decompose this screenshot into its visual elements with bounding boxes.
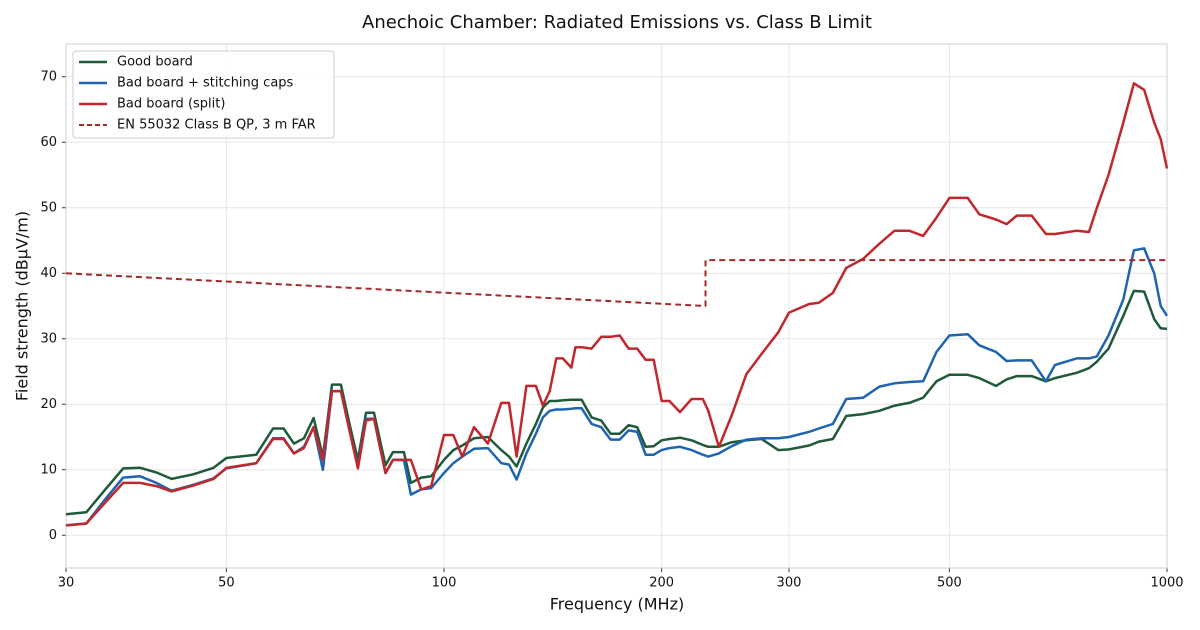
y-axis-label: Field strength (dBµV/m)	[13, 211, 32, 401]
y-tick-label: 20	[40, 397, 57, 412]
y-tick-label: 10	[40, 462, 57, 477]
y-tick-label: 70	[40, 69, 57, 84]
x-tick-label: 30	[58, 576, 75, 591]
x-axis-label: Frequency (MHz)	[550, 595, 684, 614]
series-line	[65, 82, 1169, 527]
x-tick-label: 200	[649, 576, 674, 591]
y-tick-label: 0	[49, 528, 57, 543]
y-tick-label: 30	[40, 331, 57, 346]
x-tick-label: 50	[218, 576, 235, 591]
legend-box	[72, 50, 335, 139]
series-line	[65, 247, 1169, 527]
legend-label: Good board	[117, 55, 193, 70]
chart-title: Anechoic Chamber: Radiated Emissions vs.…	[362, 12, 872, 33]
y-tick-label: 60	[40, 135, 57, 150]
legend-label: Bad board (split)	[117, 97, 225, 112]
legend-label: EN 55032 Class B QP, 3 m FAR	[117, 118, 316, 133]
series-line	[65, 289, 1168, 516]
series-line	[65, 259, 1167, 307]
x-tick-label: 1000	[1150, 576, 1183, 591]
y-tick-label: 50	[40, 200, 57, 215]
legend: Good board Bad board + stitching caps Bad …	[72, 50, 335, 139]
x-tick-label: 500	[937, 576, 962, 591]
y-tick-label: 40	[40, 266, 57, 281]
x-tick-label: 300	[777, 576, 802, 591]
x-tick-label: 100	[432, 576, 457, 591]
legend-label: Bad board + stitching caps	[117, 76, 294, 91]
plot-frame	[65, 43, 1168, 569]
